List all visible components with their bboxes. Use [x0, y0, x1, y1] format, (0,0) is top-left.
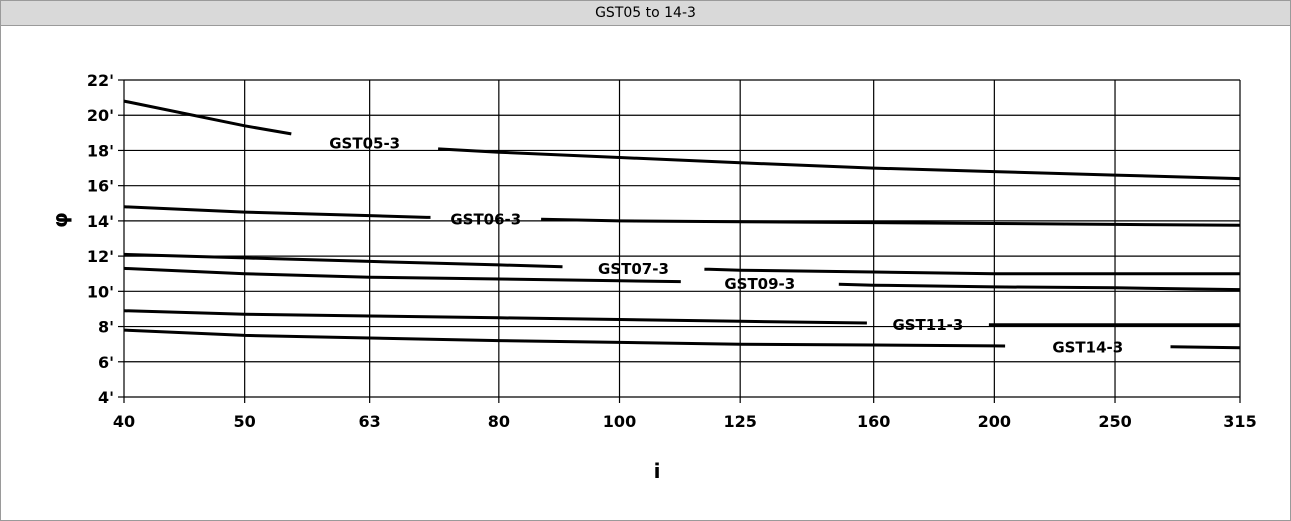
x-tick-label: 200 — [978, 412, 1011, 431]
x-tick-label: 50 — [234, 412, 256, 431]
y-tick-label: 4' — [98, 388, 114, 407]
y-tick-label: 20' — [87, 106, 114, 125]
x-tick-label: 100 — [603, 412, 636, 431]
series-label: GST05-3 — [329, 134, 400, 152]
tick-labels: 40 50 63 80 100 125 160 200 250 315 4' 6' 8' 10' 12' 14… — [87, 71, 1257, 431]
y-tick-label: 6' — [98, 353, 114, 372]
series-line — [123, 205, 431, 219]
series-labels: GST05-3 GST06-3 GST07-3 GST09-3 GST11-3 GST14… — [329, 134, 1123, 356]
y-tick-label: 16' — [87, 177, 114, 196]
x-tick-label: 80 — [488, 412, 510, 431]
series-line — [1170, 345, 1241, 350]
x-axis-label: i — [654, 459, 661, 483]
x-tick-label: 63 — [359, 412, 381, 431]
y-tick-label: 8' — [98, 318, 114, 337]
series-label: GST14-3 — [1052, 338, 1123, 356]
series-line — [123, 328, 1006, 348]
x-tick-label: 40 — [113, 412, 135, 431]
x-tick-label: 125 — [723, 412, 756, 431]
series-label: GST11-3 — [892, 316, 963, 334]
series-line — [123, 266, 681, 284]
y-axis-label: φ — [48, 212, 72, 228]
series-line — [123, 99, 292, 136]
y-tick-label: 10' — [87, 282, 114, 301]
x-tick-label: 315 — [1223, 412, 1256, 431]
series-label: GST09-3 — [724, 275, 795, 293]
series-label: GST07-3 — [598, 260, 669, 278]
series-line — [123, 252, 563, 269]
series-line — [438, 147, 1241, 181]
series-line — [541, 217, 1241, 227]
x-tick-label: 160 — [857, 412, 890, 431]
series-line — [838, 282, 1241, 292]
y-tick-label: 18' — [87, 141, 114, 160]
series-label: GST06-3 — [450, 210, 521, 228]
chart-title: GST05 to 14-3 — [1, 1, 1290, 26]
series-line — [704, 267, 1240, 276]
series-line — [123, 309, 867, 325]
series-curves — [123, 99, 1241, 350]
y-tick-label: 22' — [87, 71, 114, 90]
y-tick-label: 12' — [87, 247, 114, 266]
y-tick-label: 14' — [87, 212, 114, 231]
chart: GST05-3 GST06-3 GST07-3 GST09-3 GST11-3 GST14… — [48, 71, 1257, 483]
x-tick-label: 250 — [1098, 412, 1131, 431]
